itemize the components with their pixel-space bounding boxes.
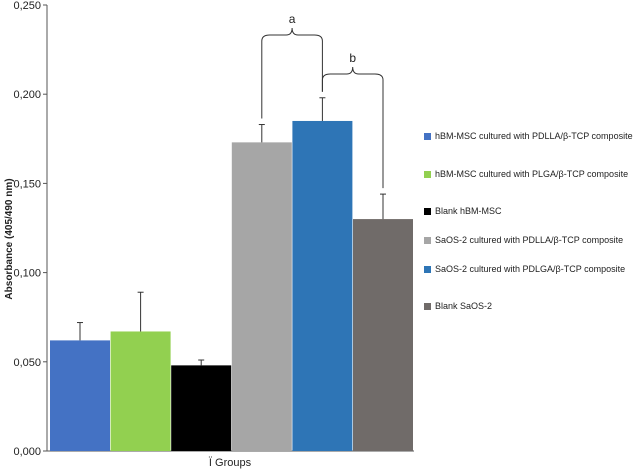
- legend-swatch: [424, 237, 431, 244]
- x-axis-title: Ï Groups: [209, 457, 252, 469]
- legend-label: Blank SaOS-2: [435, 301, 493, 311]
- legend-label: hBM-MSC cultured with PDLLA/β-TCP compos…: [435, 131, 633, 141]
- bars: [50, 120, 413, 452]
- legend-label: Blank hBM-MSC: [435, 206, 502, 216]
- legend-swatch: [424, 171, 431, 178]
- legend-swatch: [424, 266, 431, 273]
- bracket-a: [261, 27, 323, 119]
- bracket-b-label: b: [349, 51, 356, 65]
- legend-item-2: hBM-MSC cultured with PLGA/β-TCP composi…: [424, 168, 628, 180]
- y-tick-label: 0,050: [13, 357, 41, 369]
- significance-brackets: ab: [261, 12, 384, 189]
- y-tick-label: 0,200: [13, 89, 41, 101]
- y-tick-label: 0,000: [13, 446, 41, 458]
- y-axis-title: Absorbance (405/490 nm): [4, 178, 15, 299]
- bar-6: [353, 219, 413, 451]
- legend-swatch: [424, 208, 431, 215]
- legend-label: SaOS-2 cultured with PDLLA/β-TCP composi…: [435, 235, 624, 245]
- legend-label: SaOS-2 cultured with PDLGA/β-TCP composi…: [435, 264, 626, 274]
- legend-item-4: SaOS-2 cultured with PDLLA/β-TCP composi…: [424, 234, 623, 246]
- bar-2: [110, 331, 171, 451]
- bar-5: [292, 120, 353, 452]
- legend-swatch: [424, 133, 431, 140]
- bracket-b: [321, 66, 384, 189]
- legend-item-6: Blank SaOS-2: [424, 300, 492, 312]
- legend-label: hBM-MSC cultured with PLGA/β-TCP composi…: [435, 169, 629, 179]
- bar-4: [231, 142, 292, 452]
- legend-item-1: hBM-MSC cultured with PDLLA/β-TCP compos…: [424, 130, 633, 142]
- bracket-a-label: a: [289, 12, 296, 26]
- legend-item-5: SaOS-2 cultured with PDLGA/β-TCP composi…: [424, 263, 625, 275]
- bar-3: [171, 365, 232, 451]
- error-bars: [77, 97, 386, 366]
- bar-1: [50, 340, 110, 451]
- y-tick-label: 0,150: [13, 178, 41, 190]
- y-tick-label: 0,100: [13, 268, 41, 280]
- y-tick-label: 0,250: [13, 0, 41, 12]
- legend-swatch: [424, 303, 431, 310]
- legend-item-3: Blank hBM-MSC: [424, 205, 502, 217]
